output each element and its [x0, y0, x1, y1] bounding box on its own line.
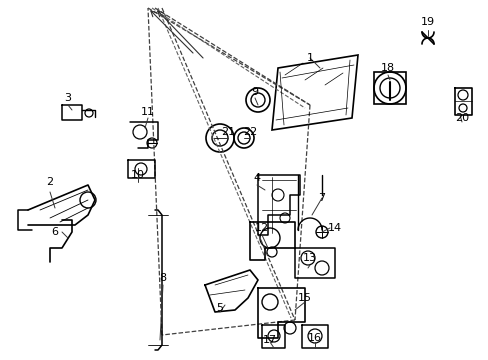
Text: 22: 22: [243, 127, 257, 137]
Text: 17: 17: [263, 335, 277, 345]
Text: 7: 7: [318, 193, 325, 203]
Text: 6: 6: [51, 227, 59, 237]
Text: 8: 8: [159, 273, 166, 283]
Text: 2: 2: [46, 177, 54, 187]
Text: 16: 16: [307, 333, 321, 343]
Text: 4: 4: [253, 173, 260, 183]
Text: 5: 5: [216, 303, 223, 313]
Text: 18: 18: [380, 63, 394, 73]
Text: 9: 9: [251, 87, 258, 97]
Text: 15: 15: [297, 293, 311, 303]
Text: 21: 21: [221, 127, 235, 137]
Text: 13: 13: [303, 253, 316, 263]
Text: 14: 14: [327, 223, 342, 233]
Text: 19: 19: [420, 17, 434, 27]
Text: 1: 1: [306, 53, 313, 63]
Text: 12: 12: [254, 223, 268, 233]
Text: 10: 10: [131, 170, 145, 180]
Text: 11: 11: [141, 107, 155, 117]
Text: 3: 3: [64, 93, 71, 103]
Bar: [373, 72, 405, 104]
Text: 20: 20: [454, 113, 468, 123]
